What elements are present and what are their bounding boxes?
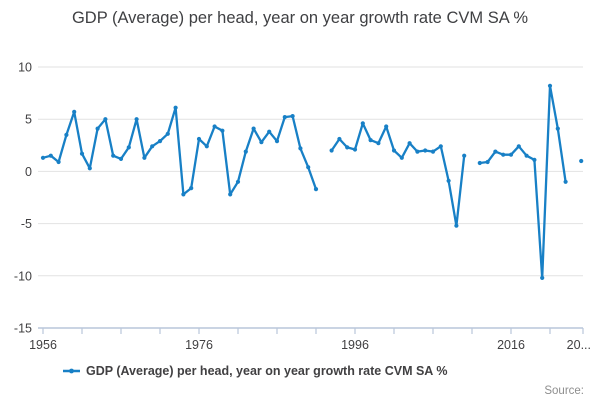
data-point-marker (290, 114, 295, 119)
data-point-marker (384, 124, 389, 129)
data-point-marker (72, 109, 77, 114)
data-point-marker (282, 115, 287, 120)
data-point-marker (64, 132, 69, 137)
data-point-marker (251, 126, 256, 131)
data-point-marker (126, 145, 131, 150)
data-point-marker (173, 105, 178, 110)
y-tick-label: -5 (21, 217, 32, 231)
data-point-marker (274, 139, 280, 144)
data-point-marker (204, 144, 209, 149)
data-point-marker (111, 153, 116, 158)
data-point-marker (87, 166, 92, 171)
data-point-marker (228, 192, 233, 197)
data-point-marker (352, 147, 358, 152)
data-point-marker (376, 141, 381, 146)
data-point-marker (391, 148, 397, 153)
data-point-marker (118, 156, 124, 161)
data-point-marker (313, 187, 319, 192)
data-point-marker (150, 144, 155, 149)
y-tick-label: -10 (14, 269, 32, 283)
data-point-marker (423, 148, 428, 153)
data-point-marker (329, 148, 334, 153)
data-point-marker (415, 149, 420, 154)
data-point-marker (259, 140, 264, 145)
data-point-marker (165, 131, 170, 136)
data-point-marker (360, 121, 365, 126)
data-point-marker (189, 186, 194, 191)
data-point-marker (508, 152, 514, 157)
data-point-marker (181, 192, 186, 197)
data-point-marker (298, 146, 303, 151)
x-tick-label: 2016 (497, 338, 525, 352)
data-point-marker (267, 129, 272, 134)
legend-label: GDP (Average) per head, year on year gro… (86, 364, 448, 378)
data-point-marker (48, 153, 53, 158)
data-point-marker (157, 139, 163, 144)
data-point-marker (446, 178, 451, 183)
data-point-marker (337, 136, 342, 142)
data-point-marker (95, 126, 100, 131)
data-point-marker (220, 128, 225, 133)
data-point-marker (430, 149, 436, 154)
x-tick-label: 1956 (29, 338, 57, 352)
data-point-marker (103, 117, 108, 122)
source-label: Source: (544, 385, 584, 397)
x-tick-label: 20... (567, 338, 591, 352)
data-point-marker (134, 117, 139, 122)
data-series-line (43, 86, 581, 278)
data-point-marker (462, 153, 467, 158)
data-point-marker (493, 149, 498, 154)
data-point-marker (368, 138, 373, 143)
data-point-marker (454, 223, 459, 228)
data-point-marker (345, 145, 350, 150)
data-point-marker (56, 159, 61, 165)
legend-item[interactable]: GDP (Average) per head, year on year gro… (63, 364, 447, 378)
data-point-marker (438, 144, 443, 149)
y-tick-label: -15 (14, 322, 32, 336)
x-tick-label: 1996 (341, 338, 369, 352)
data-point-marker (501, 152, 506, 157)
data-point-marker (540, 275, 545, 280)
x-tick-label: 1976 (185, 338, 213, 352)
data-point-marker (555, 126, 560, 131)
data-point-marker (243, 149, 248, 154)
legend: GDP (Average) per head, year on year gro… (63, 364, 447, 378)
data-point-marker (142, 155, 147, 160)
data-point-marker (485, 159, 490, 165)
data-point-marker (212, 124, 217, 129)
y-tick-label: 10 (18, 61, 32, 75)
y-tick-label: 5 (25, 113, 32, 127)
legend-line-marker-icon (63, 368, 80, 374)
data-point-marker (235, 179, 241, 184)
data-point-marker (40, 155, 46, 160)
data-point-marker (516, 144, 521, 149)
data-point-marker (407, 141, 412, 146)
data-point-marker (563, 179, 568, 184)
data-point-marker (579, 158, 584, 164)
data-point-marker (79, 151, 85, 156)
data-point-marker (524, 153, 529, 158)
chart-title: GDP (Average) per head, year on year gro… (71, 9, 529, 27)
data-point-marker (306, 165, 311, 170)
y-tick-label: 0 (25, 165, 32, 179)
data-point-marker (547, 83, 553, 88)
data-point-marker (399, 155, 404, 160)
data-point-marker (196, 136, 202, 142)
data-point-marker (532, 157, 537, 162)
data-point-marker (477, 160, 482, 166)
